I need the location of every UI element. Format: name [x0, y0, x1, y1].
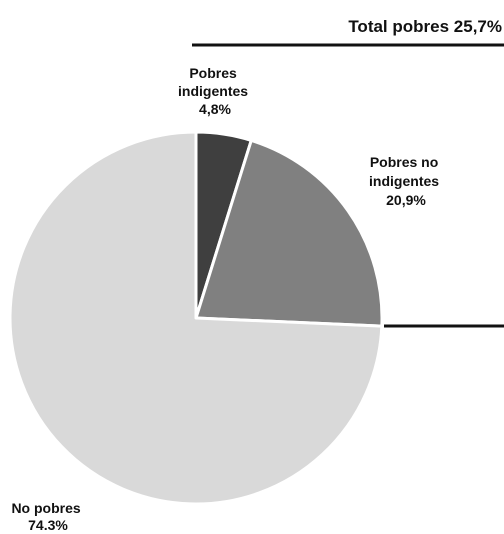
- pie-slice-no-pobres: [8, 130, 384, 506]
- value-pobres-indigentes: 4,8%: [199, 101, 231, 117]
- label-pobres-indigentes-line1: Pobres: [189, 65, 237, 81]
- label-pobres-no-indigentes-line1: Pobres no: [370, 154, 438, 170]
- label-pobres-indigentes: Pobres indigentes 4,8%: [178, 65, 252, 117]
- annotation-total-poor: Total pobres 25,7%: [348, 17, 502, 36]
- pie-slices: [8, 130, 384, 506]
- label-no-pobres-line1: No pobres: [11, 500, 80, 516]
- value-no-pobres: 74.3%: [28, 517, 68, 533]
- pie-slice-pobres-no-indigentes: [194, 138, 384, 328]
- label-pobres-no-indigentes: Pobres no indigentes 20,9%: [369, 154, 443, 208]
- value-pobres-no-indigentes: 20,9%: [386, 192, 426, 208]
- label-pobres-no-indigentes-line2: indigentes: [369, 173, 439, 189]
- label-pobres-indigentes-line2: indigentes: [178, 83, 248, 99]
- label-no-pobres: No pobres 74.3%: [11, 500, 84, 533]
